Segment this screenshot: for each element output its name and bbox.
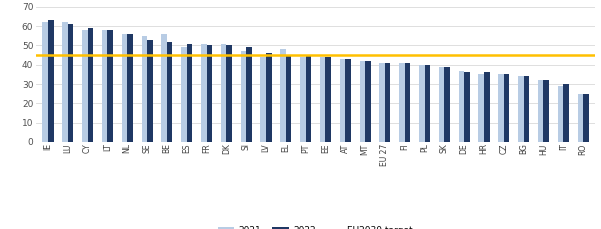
Bar [464, 73, 470, 142]
Bar [504, 74, 510, 142]
Bar [48, 20, 53, 142]
Bar [102, 30, 108, 142]
Bar [246, 47, 252, 142]
Bar [141, 36, 147, 142]
Bar [484, 73, 490, 142]
Bar [523, 76, 529, 142]
Bar [320, 57, 325, 142]
Bar [439, 67, 444, 142]
Bar [325, 57, 331, 142]
Bar [340, 59, 345, 142]
Bar [127, 34, 133, 142]
Bar [43, 22, 48, 142]
Bar [563, 84, 569, 142]
Bar [108, 30, 113, 142]
Bar [266, 53, 272, 142]
Bar [181, 47, 187, 142]
Bar [161, 34, 167, 142]
Bar [404, 63, 410, 142]
Bar [498, 74, 504, 142]
Bar [227, 46, 232, 142]
Bar [88, 28, 93, 142]
Bar [240, 51, 246, 142]
Bar [82, 30, 88, 142]
Bar [478, 74, 484, 142]
Bar [359, 61, 365, 142]
Bar [365, 61, 371, 142]
Bar [121, 34, 127, 142]
Bar [419, 65, 424, 142]
Bar [286, 55, 291, 142]
Bar [399, 63, 404, 142]
Bar [68, 24, 73, 142]
Bar [147, 40, 153, 142]
Bar [207, 46, 212, 142]
Bar [300, 57, 306, 142]
Bar [345, 59, 351, 142]
Bar [63, 22, 68, 142]
Bar [578, 94, 583, 142]
Bar [518, 76, 523, 142]
Bar [306, 55, 311, 142]
Bar [444, 67, 450, 142]
Bar [379, 63, 385, 142]
Bar [558, 86, 563, 142]
Legend: 2021, 2022, EU2030 target: 2021, 2022, EU2030 target [215, 223, 416, 229]
Bar [221, 44, 227, 142]
Bar [538, 80, 543, 142]
Bar [385, 63, 391, 142]
Bar [280, 49, 286, 142]
Bar [187, 44, 192, 142]
Bar [459, 71, 464, 142]
Bar [167, 42, 172, 142]
Bar [201, 44, 207, 142]
Bar [583, 94, 588, 142]
Bar [424, 65, 430, 142]
Bar [543, 80, 549, 142]
Bar [260, 57, 266, 142]
